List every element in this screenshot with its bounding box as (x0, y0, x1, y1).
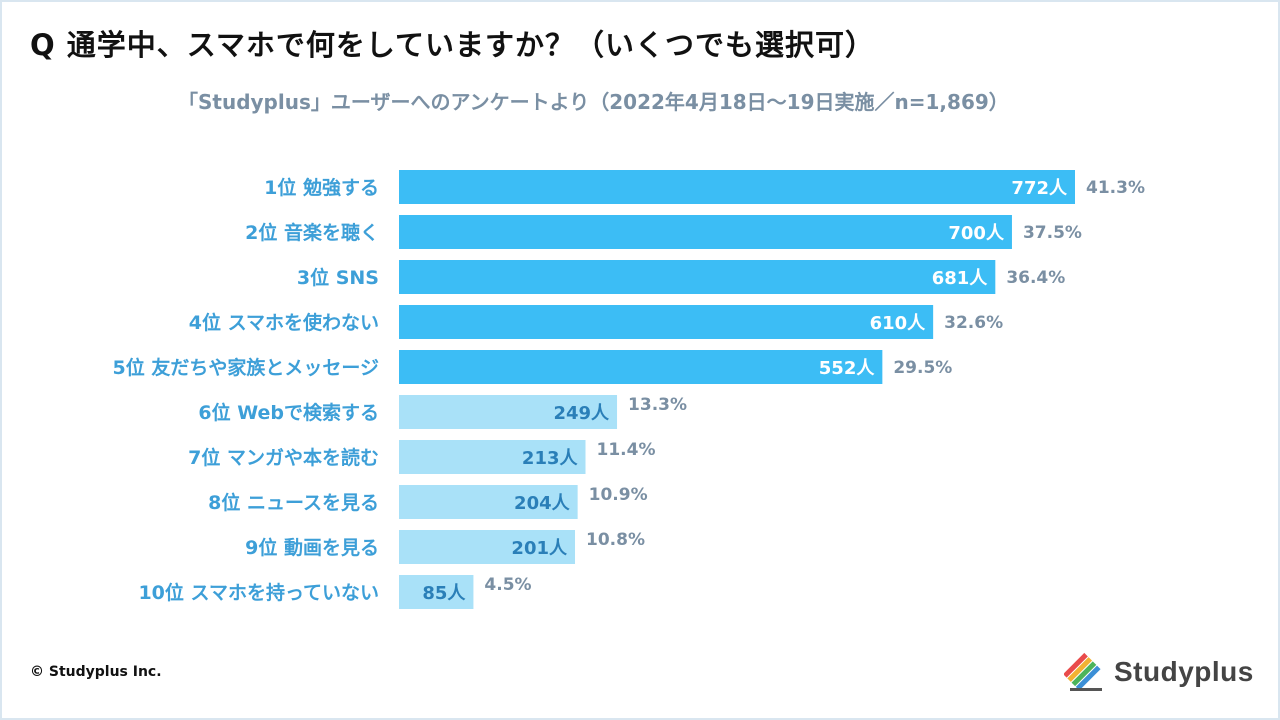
percent-label-4: 32.6% (944, 313, 1003, 333)
value-label-7: 213人 (522, 448, 579, 469)
value-label-10: 85人 (422, 583, 466, 604)
percent-label-7: 11.4% (597, 440, 656, 460)
category-label-7: 7位 マンガや本を読む (188, 446, 379, 469)
bar-9 (399, 530, 576, 564)
percent-label-2: 37.5% (1023, 223, 1082, 243)
category-label-4: 4位 スマホを使わない (189, 311, 379, 334)
bar-4 (399, 305, 934, 339)
category-label-1: 1位 勉強する (264, 176, 379, 199)
percent-label-10: 4.5% (484, 575, 531, 595)
copyright-text: © Studyplus Inc. (30, 664, 162, 680)
chart-subtitle: 「Studyplus」ユーザーへのアンケートより（2022年4月18日～19日実… (178, 90, 1009, 114)
category-label-2: 2位 音楽を聴く (245, 221, 379, 244)
category-label-10: 10位 スマホを持っていない (138, 581, 379, 604)
percent-label-3: 36.4% (1006, 268, 1065, 288)
value-label-8: 204人 (514, 493, 571, 514)
bar-7 (399, 440, 586, 474)
logo-text: Studyplus (1114, 656, 1254, 687)
value-label-6: 249人 (553, 403, 610, 424)
category-label-8: 8位 ニュースを見る (208, 491, 379, 514)
value-label-1: 772人 (1011, 178, 1068, 199)
bar-5 (399, 350, 883, 384)
studyplus-logo: Studyplus (1064, 652, 1254, 692)
bar-8 (399, 485, 578, 519)
bar-6 (399, 395, 618, 429)
value-label-4: 610人 (870, 313, 927, 334)
value-label-5: 552人 (819, 358, 876, 379)
category-label-3: 3位 SNS (297, 266, 379, 289)
value-label-9: 201人 (511, 538, 568, 559)
bar-2 (399, 215, 1012, 249)
pencil-stripes-icon (1064, 652, 1102, 691)
chart-title: Q 通学中、スマホで何をしていますか？（いくつでも選択可） (30, 28, 876, 62)
percent-label-6: 13.3% (628, 395, 687, 415)
category-label-6: 6位 Webで検索する (198, 401, 379, 424)
category-label-5: 5位 友だちや家族とメッセージ (113, 356, 379, 379)
percent-label-9: 10.8% (586, 530, 645, 550)
value-label-3: 681人 (932, 268, 989, 289)
bar-1 (399, 170, 1075, 204)
value-label-2: 700人 (948, 223, 1005, 244)
percent-label-8: 10.9% (589, 485, 648, 505)
percent-label-1: 41.3% (1086, 178, 1145, 198)
percent-label-5: 29.5% (893, 358, 952, 378)
category-label-9: 9位 動画を見る (245, 536, 379, 559)
bar-3 (399, 260, 996, 294)
bar-10 (399, 575, 474, 609)
